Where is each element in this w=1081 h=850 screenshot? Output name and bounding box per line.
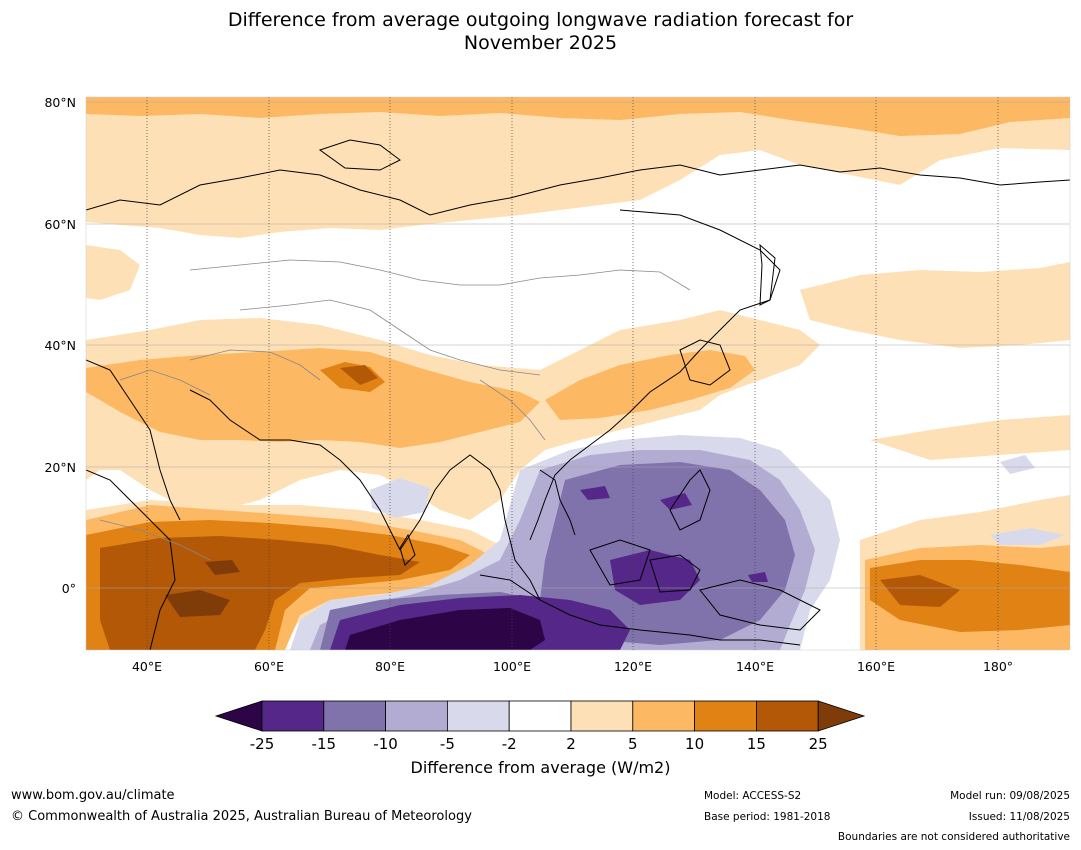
coastlines xyxy=(86,139,1070,650)
colorbar-tick-label: -5 xyxy=(440,735,455,753)
colorbar-tick-label: 15 xyxy=(747,735,766,753)
longitude-gridlines xyxy=(146,97,999,650)
anomaly-below-minus25-regions xyxy=(345,608,545,650)
political-borders xyxy=(99,259,691,561)
colorbar-extend-low xyxy=(214,700,263,732)
website-link[interactable]: www.bom.gov.au/climate xyxy=(11,788,175,803)
colorbar-tick-label: 5 xyxy=(628,735,638,753)
colorbar-title: Difference from average (W/m2) xyxy=(410,758,671,777)
colorbar-extend-high xyxy=(817,700,866,732)
olr-anomaly-map: 80°N 60°N 40°N 20°N 0° 40°E 60°E 80°E 10… xyxy=(44,95,1071,674)
colorbar-bin-1 xyxy=(261,700,325,732)
anomaly-above-25-regions xyxy=(165,560,240,617)
colorbar-legend: -25 -15 -10 -5 -2 2 5 10 15 25 xyxy=(214,700,866,753)
lat-label-0: 0° xyxy=(62,581,76,596)
base-period: Base period: 1981-2018 xyxy=(704,811,831,823)
issued-date: Issued: 11/08/2025 xyxy=(968,811,1070,823)
lon-label-180: 180° xyxy=(983,659,1013,674)
colorbar-tick-label: -10 xyxy=(373,735,398,753)
latitude-gridlines xyxy=(86,101,1070,589)
boundaries-disclaimer: Boundaries are not considered authoritat… xyxy=(837,831,1070,843)
lat-label-20n: 20°N xyxy=(44,460,76,475)
chart-title: Difference from average outgoing longwav… xyxy=(0,9,1081,55)
colorbar-bin-6 xyxy=(570,700,634,732)
lon-label-40e: 40°E xyxy=(132,659,162,674)
title-line-1: Difference from average outgoing longwav… xyxy=(227,9,854,31)
colorbar-bin-3 xyxy=(385,700,448,732)
anomaly-15-to-25-regions xyxy=(100,365,960,650)
colorbar-tick-label: 2 xyxy=(566,735,576,753)
lat-label-60n: 60°N xyxy=(44,217,76,232)
colorbar-bin-2 xyxy=(323,700,386,732)
lon-label-160e: 160°E xyxy=(857,659,895,674)
colorbar-tick-label: 10 xyxy=(685,735,704,753)
map-frame xyxy=(85,96,1071,651)
lon-label-80e: 80°E xyxy=(375,659,405,674)
colorbar-tick-label: -2 xyxy=(502,735,517,753)
colorbar-tick-label: -25 xyxy=(250,735,275,753)
colorbar-tick-label: -15 xyxy=(312,735,337,753)
lat-label-40n: 40°N xyxy=(44,338,76,353)
model-run-date: Model run: 09/08/2025 xyxy=(950,790,1070,802)
copyright-text: © Commonwealth of Australia 2025, Austra… xyxy=(11,809,472,824)
lon-label-140e: 140°E xyxy=(736,659,774,674)
model-name: Model: ACCESS-S2 xyxy=(704,790,802,802)
lat-label-80n: 80°N xyxy=(44,95,76,110)
lon-label-60e: 60°E xyxy=(254,659,284,674)
title-line-2: November 2025 xyxy=(463,32,618,54)
colorbar-bin-4 xyxy=(446,700,510,732)
colorbar-bin-5 xyxy=(508,700,572,732)
lon-label-100e: 100°E xyxy=(493,659,531,674)
colorbar-tick-label: 25 xyxy=(809,735,828,753)
colorbar-bin-8 xyxy=(694,700,757,732)
colorbar-bin-9 xyxy=(756,700,819,732)
lon-label-120e: 120°E xyxy=(614,659,652,674)
colorbar-bin-7 xyxy=(632,700,695,732)
